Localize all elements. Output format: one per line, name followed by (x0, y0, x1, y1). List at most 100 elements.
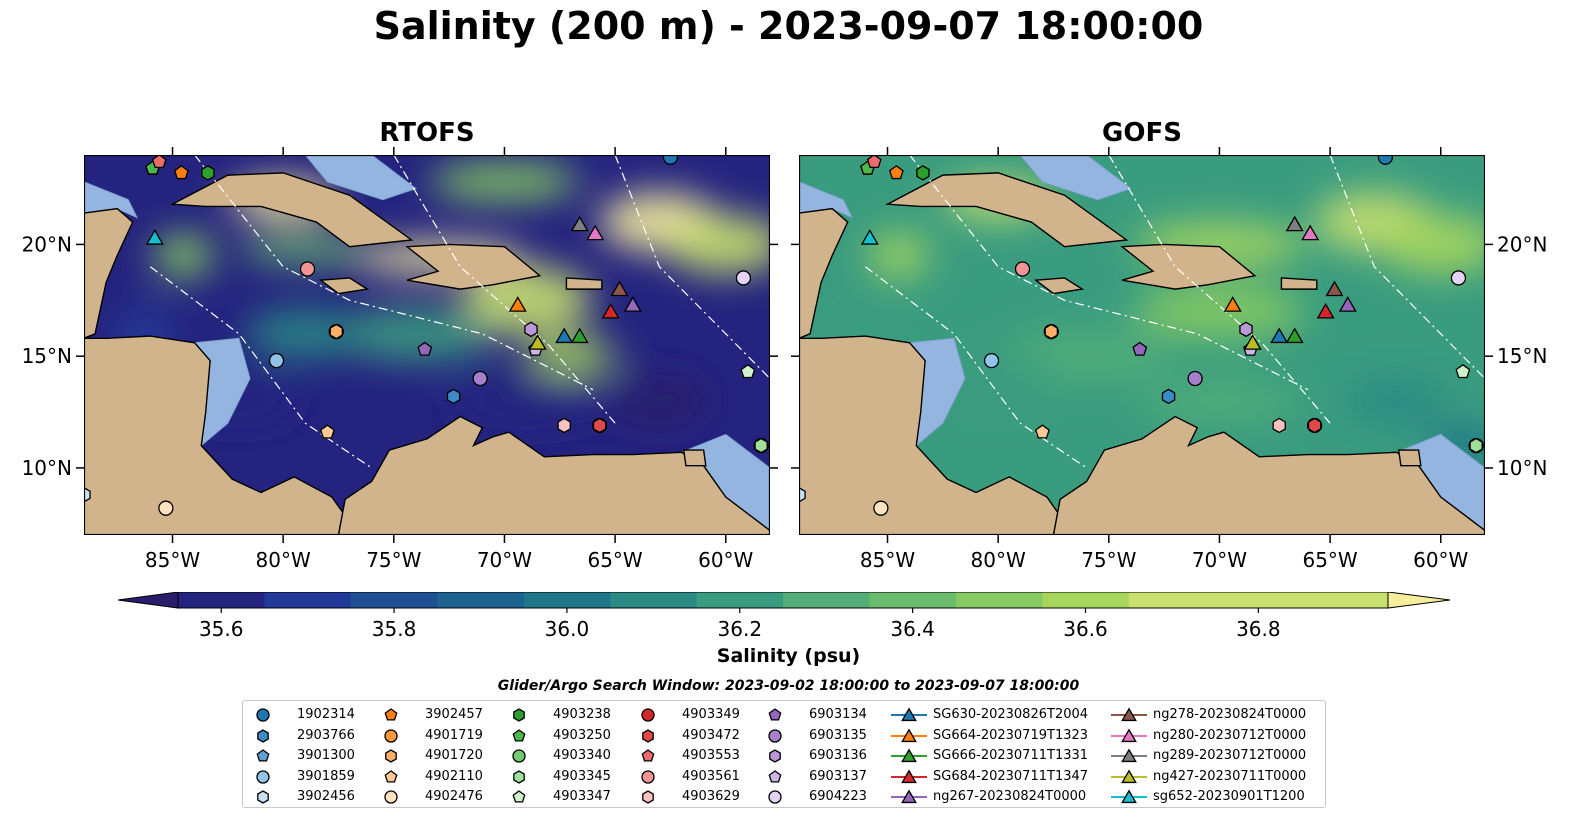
observation-marker (623, 296, 642, 312)
x-tick-label: 60°W (698, 548, 753, 572)
observation-marker (754, 437, 768, 454)
legend-label: 3901300 (297, 748, 355, 763)
legend-label: 4903340 (553, 748, 611, 763)
colorbar-tick-label: 36.0 (545, 617, 590, 641)
observation-marker (557, 417, 571, 434)
salinity-patch (153, 233, 214, 279)
observation-marker (319, 424, 335, 439)
legend-marker (257, 790, 269, 804)
observation-marker (508, 296, 527, 312)
colorbar-segment (1301, 592, 1389, 608)
legend-marker (891, 789, 927, 804)
legend-title: Glider/Argo Search Window: 2023-09-02 18… (497, 678, 1080, 694)
observation-marker (1014, 261, 1031, 277)
observation-marker (1239, 321, 1253, 338)
legend-label: 4901720 (425, 748, 483, 763)
gofs-map-panel: GOFS (799, 118, 1485, 538)
colorbar-segment (1128, 592, 1216, 608)
legend-label: 4903250 (553, 727, 611, 743)
legend-label: 4903561 (682, 768, 740, 784)
observation-marker (329, 323, 343, 340)
colorbar-extend-low (117, 592, 179, 609)
colorbar-extend-high (1387, 592, 1451, 609)
observation-marker (145, 229, 164, 245)
observation-marker (662, 155, 679, 165)
salinity-patch (1134, 283, 1305, 339)
observation-marker (735, 270, 752, 286)
axis-tick-labels: 85°W 80°W 75°W 70°W 65°W 60°W 10°N 15°N 20°N 85°W… (22, 147, 1547, 572)
salinity-patch (240, 233, 371, 264)
map-area (799, 155, 1485, 535)
legend-marker (768, 769, 782, 783)
figure-title: Salinity (200 m) - 2023-09-07 18:00:00 (373, 4, 1204, 48)
observation-marker (1223, 296, 1242, 312)
legend-label: 6904223 (809, 789, 867, 804)
x-tick-label: 65°W (587, 548, 642, 572)
observation-marker (417, 341, 433, 356)
map-area (84, 155, 770, 535)
salinity-patch (1380, 214, 1485, 275)
colorbar-frame (177, 592, 1389, 609)
salinity-patch (609, 373, 710, 429)
legend-label: ng278-20230824T0000 (1153, 707, 1307, 722)
legend-label: 4901719 (425, 727, 483, 743)
legend-label: 6903136 (809, 748, 867, 763)
jamaica (318, 277, 370, 295)
legend-marker (384, 728, 398, 743)
legend-marker (1111, 727, 1147, 742)
puerto-rico (565, 277, 603, 290)
x-tick-label: 80°W (256, 548, 311, 572)
observation-marker (1132, 341, 1148, 356)
legend-label: 4903345 (553, 768, 611, 784)
observation-marker (1034, 424, 1050, 439)
y-tick-label: 10°N (1497, 456, 1547, 480)
observation-marker (570, 327, 589, 344)
legend-label: ng267-20230824T0000 (933, 789, 1087, 804)
observation-marker (201, 165, 215, 181)
observation-marker (799, 487, 806, 503)
observation-marker (1325, 280, 1344, 297)
x-tick-label: 70°W (477, 548, 532, 572)
observation-marker (570, 215, 589, 232)
salinity-patch (525, 336, 616, 377)
observation-marker (173, 165, 189, 180)
legend-marker (891, 768, 927, 783)
colorbar-tick-label: 35.8 (372, 617, 417, 641)
observation-marker (151, 155, 167, 169)
observation-marker (268, 352, 285, 369)
legend-label: 4903472 (682, 727, 740, 743)
colorbar-tick-label: 36.6 (1063, 617, 1108, 641)
legend-marker (891, 707, 927, 722)
observation-marker (1469, 437, 1483, 454)
legend-marker (257, 728, 269, 743)
legend-label: SG630-20230826T2004 (933, 707, 1089, 722)
observation-marker (528, 334, 547, 350)
salinity-patch (1139, 378, 1300, 424)
observation-marker (472, 370, 488, 387)
puerto-rico (1280, 277, 1318, 290)
observation-marker (860, 229, 879, 245)
colorbar-segment (178, 592, 265, 608)
colorbar-segment (1215, 592, 1303, 608)
observation-marker (866, 155, 882, 169)
legend-label: ng280-20230712T0000 (1153, 727, 1307, 743)
legend-label: 4903349 (682, 707, 740, 722)
map-frame (799, 155, 1485, 535)
legend-marker (768, 728, 782, 743)
legend-label: 3902456 (297, 789, 355, 804)
observation-marker (873, 500, 889, 516)
observation-marker (1044, 323, 1058, 340)
colorbar-segment (783, 592, 870, 608)
colorbar-segment (264, 592, 352, 608)
x-tick-label: 85°W (860, 548, 915, 572)
legend-label: SG664-20230719T1323 (933, 727, 1089, 743)
legend-label: 4903553 (682, 748, 740, 763)
legend-label: 4903347 (553, 789, 611, 804)
colorbar-tick-label: 36.2 (718, 617, 763, 641)
salinity-patch (429, 161, 580, 202)
bahamas-bank (304, 155, 417, 201)
observation-marker (601, 302, 620, 319)
trinidad (682, 449, 707, 467)
observation-marker (1270, 327, 1289, 344)
observation-marker (1316, 302, 1335, 319)
